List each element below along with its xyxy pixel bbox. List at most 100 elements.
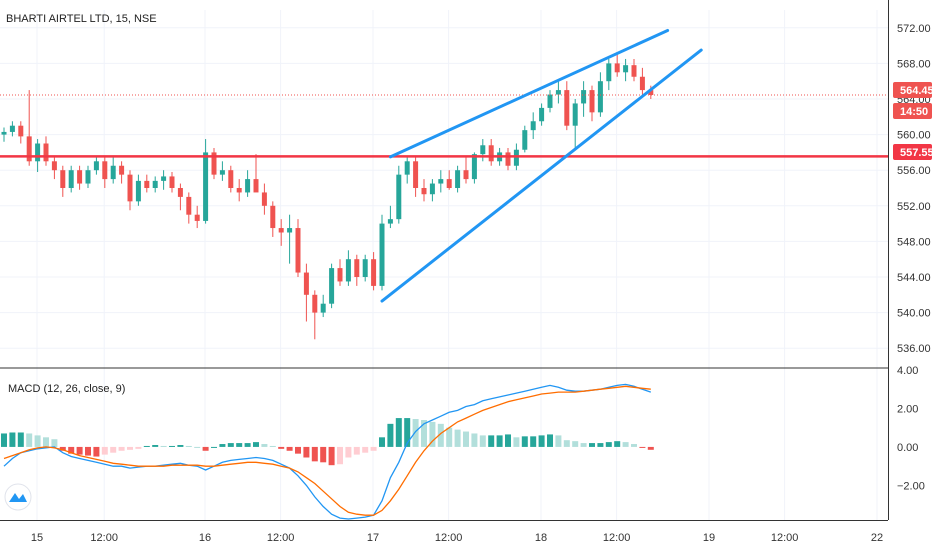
- candle-body: [606, 63, 612, 82]
- candle-up: [320, 294, 326, 318]
- time-tick-label: 17: [367, 532, 379, 544]
- candle-down: [236, 179, 242, 202]
- support-level-tag: 557.55: [893, 144, 932, 160]
- candle-down: [639, 67, 645, 95]
- candles-layer: [1, 54, 654, 340]
- signal-line: [3, 385, 651, 516]
- candle-down: [564, 81, 570, 131]
- macd-histogram-bar: [295, 446, 301, 454]
- macd-histogram-bar: [471, 433, 478, 447]
- macd-histogram-bar: [513, 437, 520, 447]
- candle-up: [203, 139, 209, 224]
- macd-histogram-bar: [404, 418, 411, 447]
- candle-up: [547, 90, 553, 113]
- candle-up: [396, 165, 402, 224]
- macd-title: MACD (12, 26, close, 9): [8, 383, 125, 395]
- candle-body: [413, 161, 419, 188]
- time-tick-label: 22: [871, 532, 883, 544]
- candle-up: [68, 165, 74, 193]
- candle-body: [513, 149, 519, 166]
- time-tick-label: 12:00: [603, 532, 631, 544]
- macd-histogram-bar: [101, 446, 108, 455]
- candle-up: [572, 99, 578, 148]
- macd-histogram-bar: [93, 446, 100, 457]
- candle-body: [371, 259, 377, 286]
- candle-down: [253, 154, 259, 193]
- candle-body: [35, 143, 41, 162]
- macd-pane: [1, 383, 654, 520]
- candle-body: [236, 188, 242, 193]
- candle-body: [270, 205, 276, 229]
- macd-histogram-bar: [59, 446, 66, 451]
- time-tick-label: 18: [535, 532, 547, 544]
- candle-down: [413, 156, 419, 197]
- candle-up: [379, 214, 385, 291]
- macd-histogram-bar: [68, 446, 75, 454]
- candle-up: [1, 127, 7, 142]
- candle-down: [614, 54, 620, 77]
- macd-histogram-bar: [269, 445, 276, 447]
- candle-up: [429, 179, 435, 202]
- grid-layer: [0, 10, 888, 520]
- candle-body: [9, 125, 15, 132]
- macd-histogram-bar: [572, 441, 579, 447]
- candle-body: [1, 131, 7, 135]
- macd-tick-label: 4.00: [897, 365, 918, 377]
- candle-down: [488, 139, 494, 166]
- macd-histogram-bar: [286, 446, 293, 451]
- candle-body: [43, 143, 49, 162]
- candle-down: [211, 147, 217, 180]
- candle-body: [480, 145, 486, 155]
- candle-up: [480, 139, 486, 162]
- time-tick-label: 16: [199, 532, 211, 544]
- candle-down: [270, 201, 276, 237]
- time-tick-label: 12:00: [435, 532, 463, 544]
- macd-histogram-bar: [454, 429, 461, 447]
- candle-down: [51, 156, 57, 180]
- candle-body: [68, 170, 74, 188]
- tradingview-logo-icon[interactable]: [4, 483, 32, 511]
- candle-body: [446, 179, 452, 188]
- axes-layer: 572.00568.00564.00560.00556.00552.00548.…: [0, 0, 931, 544]
- candle-up: [387, 205, 393, 229]
- candle-down: [144, 174, 150, 193]
- candle-down: [169, 171, 175, 193]
- macd-histogram-bar: [589, 443, 595, 447]
- candle-body: [379, 223, 385, 286]
- candle-body: [421, 188, 427, 195]
- macd-histogram-bar: [353, 446, 360, 455]
- candle-down: [421, 179, 427, 202]
- macd-histogram-bar: [177, 445, 184, 447]
- candle-body: [396, 174, 402, 220]
- candle-body: [555, 90, 561, 95]
- macd-histogram-bar: [227, 443, 234, 447]
- price-tick-label: 556.00: [897, 165, 931, 177]
- last-price-tag: 564.45: [893, 82, 932, 98]
- macd-histogram-bar: [370, 446, 377, 451]
- candle-body: [631, 65, 637, 77]
- candle-up: [9, 121, 15, 137]
- candle-body: [362, 259, 368, 277]
- time-tick-label: 12:00: [90, 532, 118, 544]
- macd-line: [3, 383, 652, 520]
- macd-histogram-bar: [337, 446, 343, 465]
- candle-down: [337, 259, 343, 286]
- candle-body: [26, 136, 32, 162]
- candle-body: [312, 294, 318, 313]
- candle-body: [253, 179, 259, 193]
- candle-up: [245, 170, 251, 197]
- candle-body: [203, 152, 209, 221]
- macd-histogram-bar: [379, 437, 385, 447]
- candle-body: [85, 170, 91, 184]
- candle-up: [455, 165, 461, 193]
- macd-histogram-bar: [496, 435, 503, 447]
- time-tick-label: 15: [31, 532, 43, 544]
- candle-down: [127, 170, 133, 211]
- channel-lower-trendline: [380, 48, 703, 303]
- macd-histogram-bar: [555, 435, 562, 447]
- macd-histogram-bar: [34, 435, 41, 447]
- price-tick-label: 540.00: [897, 308, 931, 320]
- candle-down: [463, 156, 469, 184]
- macd-histogram-bar: [387, 423, 394, 447]
